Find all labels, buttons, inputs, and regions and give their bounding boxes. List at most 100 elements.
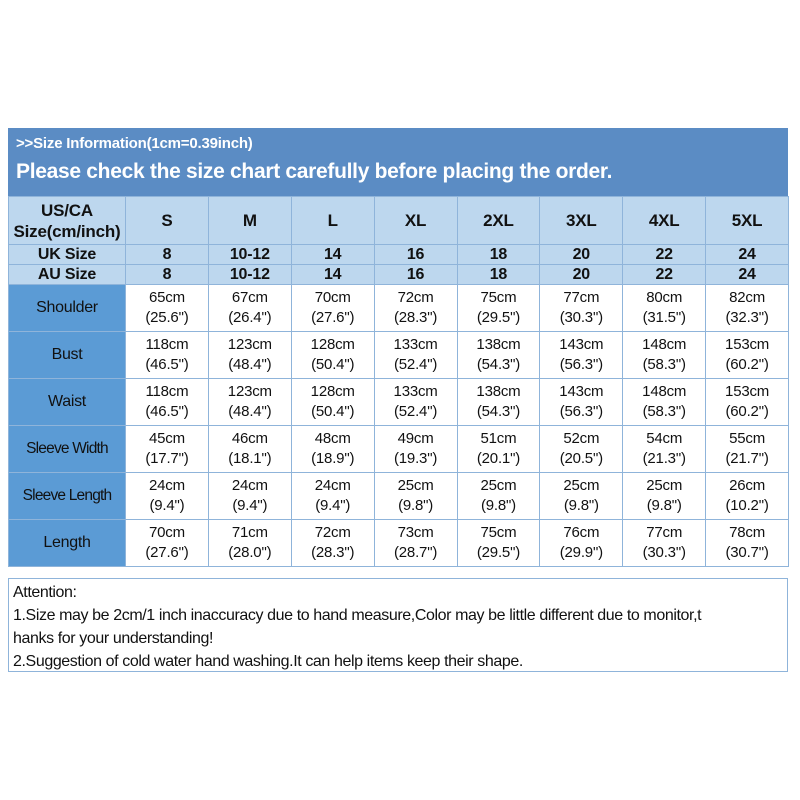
measurement-cm: 148cm (642, 336, 687, 353)
measurement-cell: 54cm (21.3") (622, 425, 707, 473)
header-cell: 22 (622, 244, 707, 265)
measurement-cell: 26cm (10.2") (705, 472, 789, 520)
size-chart-table: US/CA Size(cm/inch) S M L XL 2XL 3XL 4XL 5XL UK Si… (8, 196, 789, 567)
header-cell: L (290, 196, 375, 245)
measurement-cm: 26cm (729, 477, 765, 494)
measurement-cm: 65cm (148, 289, 185, 306)
table-header-row: AU Size 8 10-12 14 16 18 20 22 24 (8, 264, 789, 285)
header-label-line2: Size(cm/inch) (13, 221, 121, 241)
header-cell: 20 (539, 244, 624, 265)
measurement-inch: (20.5") (559, 450, 603, 467)
measurement-cm: 67cm (231, 289, 268, 306)
measurement-cell: 77cm (30.3") (622, 519, 707, 567)
measurement-cell: 148cm (58.3") (622, 378, 707, 426)
attention-line: Attention: (13, 584, 77, 601)
measurement-cell: 25cm (9.8") (622, 472, 707, 520)
measurement-inch: (17.7") (145, 450, 189, 467)
measurement-inch: (50.4") (311, 403, 355, 420)
measurement-inch: (54.3") (476, 403, 520, 420)
measurement-cm: 133cm (393, 336, 438, 353)
measurement-cm: 123cm (227, 336, 272, 353)
measurement-cm: 49cm (397, 430, 434, 447)
header-row-label: US/CA Size(cm/inch) (8, 196, 126, 245)
measurement-cm: 48cm (314, 430, 351, 447)
measurement-inch: (28.3") (394, 309, 438, 326)
measurement-cell: 123cm (48.4") (207, 331, 292, 379)
measurement-cell: 46cm (18.1") (207, 425, 292, 473)
header-row-label: AU Size (8, 264, 126, 285)
measurement-cell: 55cm (21.7") (705, 425, 789, 473)
measurement-inch: (52.4") (394, 403, 438, 420)
table-row: Shoulder 65cm (25.6") 67cm (26.4") 70cm (27.6"… (8, 284, 789, 332)
measurement-cell: 148cm (58.3") (622, 331, 707, 379)
table-row: Sleeve Length 24cm (9.4") 24cm (9.4") 24cm (9.… (8, 472, 789, 520)
measurement-row-label: Length (8, 519, 126, 567)
header-cell: 8 (125, 264, 209, 285)
measurement-cm: 153cm (725, 383, 770, 400)
measurement-inch: (54.3") (476, 356, 520, 373)
measurement-cell: 70cm (27.6") (290, 284, 375, 332)
measurement-cell: 77cm (30.3") (539, 284, 624, 332)
measurement-inch: (9.8") (480, 497, 516, 514)
measurement-cell: 76cm (29.9") (539, 519, 624, 567)
measurement-cell: 72cm (28.3") (373, 284, 458, 332)
measurement-inch: (26.4") (228, 309, 272, 326)
measurement-cell: 51cm (20.1") (456, 425, 541, 473)
measurement-cm: 73cm (397, 524, 434, 541)
header-cell: 18 (456, 264, 541, 285)
measurement-cm: 138cm (476, 383, 521, 400)
measurement-cm: 71cm (231, 524, 268, 541)
measurement-inch: (18.1") (228, 450, 272, 467)
measurement-inch: (9.8") (646, 497, 682, 514)
measurement-cell: 138cm (54.3") (456, 331, 541, 379)
measurement-inch: (30.3") (559, 309, 603, 326)
measurement-cm: 24cm (314, 477, 351, 494)
measurement-cell: 78cm (30.7") (705, 519, 789, 567)
measurement-inch: (9.4") (315, 497, 351, 514)
measurement-inch: (9.4") (149, 497, 185, 514)
measurement-inch: (58.3") (642, 403, 686, 420)
measurement-cell: 71cm (28.0") (207, 519, 292, 567)
measurement-cell: 48cm (18.9") (290, 425, 375, 473)
measurement-cell: 70cm (27.6") (125, 519, 209, 567)
measurement-inch: (50.4") (311, 356, 355, 373)
measurement-cm: 24cm (148, 477, 185, 494)
measurement-cell: 24cm (9.4") (290, 472, 375, 520)
measurement-inch: (48.4") (228, 356, 272, 373)
measurement-cm: 72cm (314, 524, 351, 541)
measurement-cm: 78cm (729, 524, 765, 541)
measurement-cm: 133cm (393, 383, 438, 400)
measurement-cell: 118cm (46.5") (125, 378, 209, 426)
measurement-cm: 82cm (729, 289, 765, 306)
banner-size-information-text: >>Size Information(1cm=0.39inch) (16, 135, 253, 152)
header-cell: 24 (705, 244, 789, 265)
measurement-cell: 45cm (17.7") (125, 425, 209, 473)
measurement-cell: 75cm (29.5") (456, 519, 541, 567)
measurement-inch: (56.3") (559, 403, 603, 420)
measurement-cm: 143cm (559, 336, 604, 353)
measurement-row-label: Sleeve Length (8, 472, 126, 520)
header-cell: S (125, 196, 209, 245)
header-cell: 14 (290, 264, 375, 285)
measurement-cell: 128cm (50.4") (290, 378, 375, 426)
measurement-cell: 25cm (9.8") (373, 472, 458, 520)
measurement-cell: 80cm (31.5") (622, 284, 707, 332)
measurement-inch: (28.0") (228, 544, 272, 561)
measurement-cm: 72cm (397, 289, 434, 306)
measurement-cell: 25cm (9.8") (539, 472, 624, 520)
attention-line: 2.Suggestion of cold water hand washing.… (13, 653, 523, 670)
measurement-cell: 118cm (46.5") (125, 331, 209, 379)
measurement-row-label: Shoulder (8, 284, 126, 332)
measurement-cell: 75cm (29.5") (456, 284, 541, 332)
measurement-cell: 123cm (48.4") (207, 378, 292, 426)
measurement-inch: (19.3") (394, 450, 438, 467)
attention-notes-box: Attention: 1.Size may be 2cm/1 inch inac… (8, 578, 788, 672)
measurement-cell: 133cm (52.4") (373, 378, 458, 426)
header-cell: 24 (705, 264, 789, 285)
header-cell: 14 (290, 244, 375, 265)
measurement-cm: 123cm (227, 383, 272, 400)
measurement-cm: 51cm (480, 430, 517, 447)
header-cell: 8 (125, 244, 209, 265)
measurement-cell: 73cm (28.7") (373, 519, 458, 567)
measurement-cm: 128cm (310, 336, 355, 353)
